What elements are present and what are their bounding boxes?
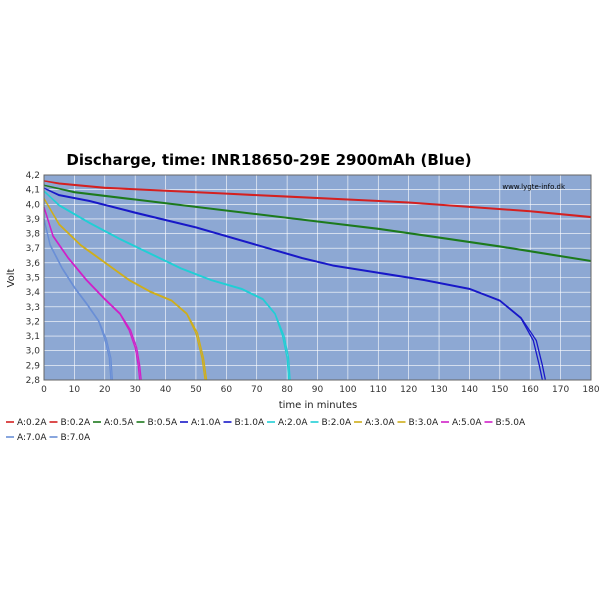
y-tick-label: 3,0 [26, 347, 41, 357]
y-axis-label: Volt [6, 268, 17, 287]
x-tick-label: 100 [339, 385, 356, 395]
x-tick-label: 90 [312, 385, 324, 395]
y-tick-label: 3,6 [26, 259, 41, 269]
x-tick-label: 150 [491, 385, 508, 395]
x-tick-label: 160 [522, 385, 539, 395]
legend-entry: A:1.0A [191, 418, 221, 428]
legend-entry: A:5.0A [452, 418, 482, 428]
series-line-b70a [43, 218, 114, 381]
x-tick-label: 10 [69, 385, 81, 395]
x-tick-label: 20 [99, 385, 111, 395]
y-tick-label: 3,4 [26, 288, 41, 298]
y-tick-label: 3,9 [26, 215, 41, 225]
y-tick-labels: 2,8 2,9 3,0 3,1 3,2 3,3 3,4 3,5 3,6 3,7 3,8 3,9 4,0 4… [26, 171, 41, 386]
series-line-a02a [43, 180, 592, 219]
legend-entry: A:3.0A [365, 418, 395, 428]
x-tick-label: 110 [370, 385, 387, 395]
y-tick-label: 3,1 [26, 332, 40, 342]
legend-entry: B:0.2A [61, 418, 92, 428]
y-tick-label: 2,8 [26, 376, 41, 386]
legend-entry: A:0.5A [104, 418, 134, 428]
x-tick-label: 70 [251, 385, 263, 395]
y-tick-label: 3,5 [26, 274, 40, 284]
legend-entry: A:7.0A [17, 433, 47, 443]
x-tick-label: 60 [221, 385, 233, 395]
legend-entry: A:2.0A [278, 418, 308, 428]
series-lines [43, 180, 592, 381]
x-tick-label: 130 [430, 385, 447, 395]
y-tick-label: 4,0 [26, 200, 41, 210]
x-tick-label: 50 [190, 385, 202, 395]
x-tick-label: 140 [461, 385, 478, 395]
chart-title: Discharge, time: INR18650-29E 2900mAh (B… [66, 151, 471, 169]
legend-entry: A:0.2A [17, 418, 47, 428]
series-line-a10a [43, 187, 544, 381]
legend-entry: B:1.0A [235, 418, 266, 428]
series-line-b10a [43, 187, 547, 381]
series-line-b30a [43, 198, 208, 381]
watermark: www.lygte-info.dk [502, 183, 566, 191]
y-tick-label: 3,8 [26, 230, 41, 240]
legend: A:0.2A B:0.2A A:0.5A B:0.5A A:1.0A B:1.0A A:2.… [6, 418, 526, 443]
legend-entry: B:3.0A [409, 418, 440, 428]
legend-entry: B:5.0A [496, 418, 527, 428]
y-tick-label: 4,2 [26, 171, 40, 181]
x-tick-label: 170 [552, 385, 569, 395]
x-tick-label: 0 [41, 385, 47, 395]
x-tick-labels: 0 10 20 30 40 50 60 70 80 90 100 110 120 130 140 150 160… [41, 385, 600, 395]
x-axis-label: time in minutes [279, 400, 358, 411]
plot-border [43, 174, 592, 381]
legend-entry: B:2.0A [322, 418, 353, 428]
x-tick-label: 80 [281, 385, 293, 395]
y-tick-label: 2,9 [26, 361, 41, 371]
legend-entry: B:0.5A [148, 418, 179, 428]
series-line-b05a [43, 184, 592, 262]
x-tick-label: 120 [400, 385, 417, 395]
x-tick-label: 30 [129, 385, 141, 395]
series-line-b02a [43, 180, 592, 218]
y-tick-label: 4,1 [26, 186, 40, 196]
x-tick-label: 180 [582, 385, 599, 395]
x-tick-label: 40 [160, 385, 172, 395]
y-tick-label: 3,3 [26, 303, 40, 313]
y-tick-label: 3,2 [26, 317, 40, 327]
series-line-a05a [43, 184, 592, 263]
series-line-b50a [43, 207, 142, 381]
series-line-b20a [43, 190, 291, 381]
legend-entry: B:7.0A [61, 433, 92, 443]
y-tick-label: 3,7 [26, 244, 40, 254]
